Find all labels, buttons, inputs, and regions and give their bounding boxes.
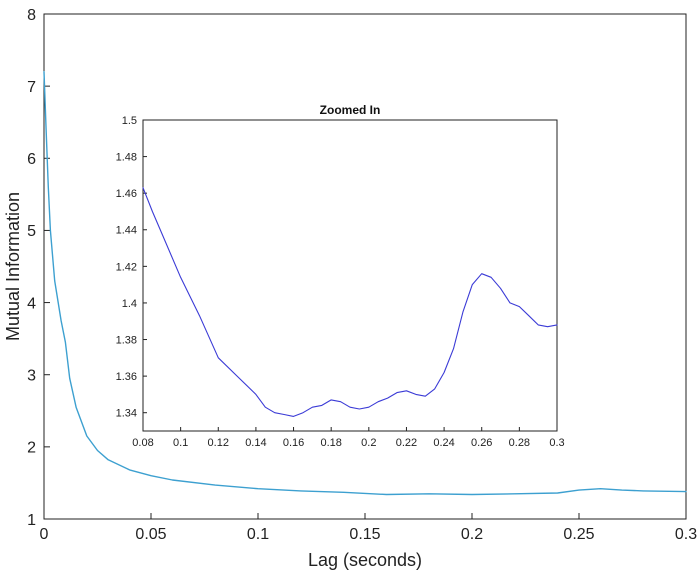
inset-x-tick-label: 0.18: [320, 437, 341, 449]
inset-x-tick-label: 0.2: [361, 437, 376, 449]
inset-x-tick-label: 0.12: [208, 437, 229, 449]
main-y-tick-label: 1: [27, 512, 36, 529]
inset-x-tick-label: 0.1: [173, 437, 188, 449]
inset-x-tick-label: 0.22: [396, 437, 417, 449]
main-x-axis-label: Lag (seconds): [308, 550, 422, 570]
inset-y-tick-label: 1.48: [116, 152, 137, 164]
main-x-tick-label: 0.15: [349, 526, 380, 543]
main-x-tick-label: 0.25: [563, 526, 594, 543]
main-y-tick-label: 5: [27, 223, 36, 240]
inset-x-tick-label: 0.08: [132, 437, 153, 449]
inset-chart: 0.08 0.1 0.12 0.14 0.16 0.18 0.2 0.22 0.24 0.26 0.…: [116, 103, 565, 449]
inset-y-tick-label: 1.42: [116, 261, 137, 273]
main-series-line-0: [43, 70, 687, 496]
inset-x-tick-label: 0.3: [549, 437, 564, 449]
inset-y-tick-label: 1.44: [116, 225, 137, 237]
main-y-tick-label: 8: [27, 7, 36, 24]
main-y-tick-label: 3: [27, 367, 36, 384]
main-y-axis-label: Mutual Information: [3, 192, 23, 341]
inset-series-line-0: [142, 187, 558, 417]
main-x-tick-label: 0: [40, 526, 49, 543]
main-x-tick-label: 0.1: [247, 526, 269, 543]
inset-x-tick-label: 0.24: [433, 437, 454, 449]
main-x-tick-label: 0.2: [461, 526, 483, 543]
inset-y-tick-label: 1.46: [116, 188, 137, 200]
main-y-tick-label: 4: [27, 295, 36, 312]
inset-y-tick-label: 1.34: [116, 408, 137, 420]
main-y-tick-label: 7: [27, 79, 36, 96]
inset-x-tick-label: 0.26: [471, 437, 492, 449]
main-y-tick-label: 2: [27, 440, 36, 457]
inset-y-tick-label: 1.5: [122, 115, 137, 127]
inset-x-tick-label: 0.16: [283, 437, 304, 449]
inset-plot-frame: [142, 119, 558, 432]
inset-chart-title: Zoomed In: [320, 103, 381, 117]
main-x-tick-label: 0.3: [675, 526, 697, 543]
inset-y-tick-label: 1.36: [116, 371, 137, 383]
main-x-tick-label: 0.05: [135, 526, 166, 543]
inset-y-tick-label: 1.38: [116, 334, 137, 346]
main-y-tick-label: 6: [27, 151, 36, 168]
inset-x-tick-label: 0.14: [245, 437, 266, 449]
inset-y-tick-label: 1.4: [122, 298, 137, 310]
inset-x-tick-label: 0.28: [509, 437, 530, 449]
